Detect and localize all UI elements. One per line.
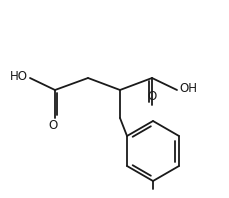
Text: O: O [147, 90, 156, 103]
Text: O: O [48, 119, 57, 132]
Text: OH: OH [178, 83, 196, 95]
Text: HO: HO [10, 70, 28, 84]
